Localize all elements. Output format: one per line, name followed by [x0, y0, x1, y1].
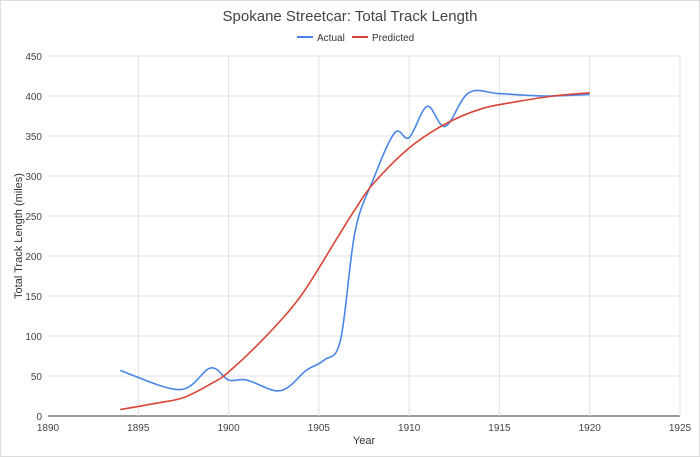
y-tick-label: 350	[25, 132, 42, 143]
legend-label-predicted: Predicted	[372, 33, 414, 44]
chart-title: Spokane Streetcar: Total Track Length	[223, 8, 478, 25]
x-tick-label: 1910	[398, 423, 421, 434]
y-tick-label: 100	[25, 332, 42, 343]
y-axis-label: Total Track Length (miles)	[13, 173, 25, 299]
y-tick-label: 150	[25, 292, 42, 303]
x-tick-label: 1895	[127, 423, 150, 434]
x-tick-label: 1920	[579, 423, 602, 434]
y-tick-label: 200	[25, 252, 42, 263]
series-line-predicted	[120, 92, 590, 411]
legend-label-actual: Actual	[317, 33, 345, 44]
legend: Actual Predicted	[297, 33, 414, 44]
x-tick-label: 1890	[37, 423, 60, 434]
series-line-actual	[119, 89, 590, 392]
x-tick-label: 1905	[308, 423, 331, 434]
y-tick-label: 0	[36, 412, 42, 423]
y-tick-label: 400	[25, 92, 42, 103]
y-tick-label: 300	[25, 172, 42, 183]
x-tick-label: 1900	[217, 423, 240, 434]
x-tick-label: 1925	[669, 423, 692, 434]
x-tick-label: 1915	[488, 423, 511, 434]
x-axis-label: Year	[353, 435, 376, 447]
y-tick-label: 50	[31, 372, 43, 383]
y-tick-label: 250	[25, 212, 42, 223]
y-tick-label: 450	[25, 52, 42, 63]
